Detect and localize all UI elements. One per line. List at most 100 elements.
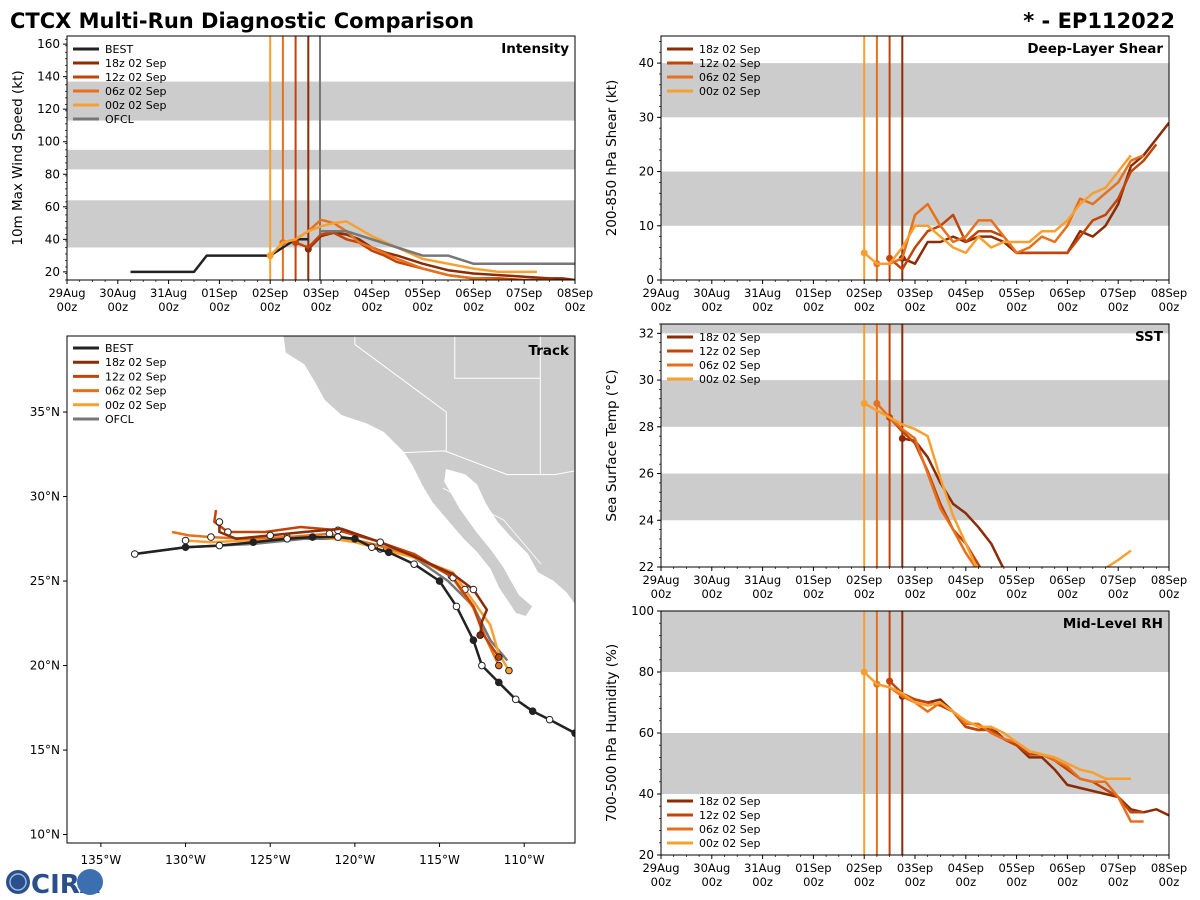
shear-init-point (860, 249, 868, 257)
sst-xtick-hour: 00z (651, 587, 672, 601)
sst-series-r00 (863, 402, 1132, 567)
rh-xtick-date: 03Sep (897, 861, 933, 875)
country-border (403, 450, 575, 476)
rh-legend-label: 06z 02 Sep (699, 823, 761, 836)
rh-legend-label: 18z 02 Sep (699, 795, 761, 808)
shear-xtick-date: 31Aug (744, 286, 781, 300)
track-point-r06 (207, 533, 215, 541)
rh-ytick-label: 20 (639, 848, 654, 862)
track-point-best (368, 543, 376, 552)
sst-ytick-label: 22 (639, 560, 654, 574)
intensity-ytick-label: 120 (37, 102, 60, 116)
shear-legend-label: 18z 02 Sep (699, 43, 761, 56)
track-point-r00 (181, 536, 190, 545)
intensity-xtick-date: 02Sep (252, 286, 288, 300)
track-point-r06 (495, 661, 503, 670)
sst-xtick-hour: 00z (854, 587, 875, 601)
track-legend-label: OFCL (105, 413, 135, 426)
shear-legend-label: 00z 02 Sep (699, 85, 761, 98)
shear-xtick-hour: 00z (1006, 300, 1027, 314)
sst-xtick-hour: 00z (1006, 587, 1027, 601)
csu-emblem-icon (77, 869, 103, 895)
track-lat-label: 15°N (30, 743, 60, 757)
sst-xtick-date: 08Sep (1151, 573, 1187, 587)
rh-ytick-label: 40 (639, 787, 654, 801)
shear-xtick-hour: 00z (752, 300, 773, 314)
rh-title: Mid-Level RH (1063, 616, 1163, 632)
track-lon-label: 125°W (250, 853, 291, 867)
sst-xtick-date: 03Sep (897, 573, 933, 587)
rh-band (661, 733, 1169, 794)
intensity-xtick-hour: 00z (57, 300, 78, 314)
intensity-plot-area (67, 36, 575, 280)
sst-band (661, 380, 1169, 427)
sst-ytick-label: 24 (639, 513, 654, 527)
sst-xtick-date: 29Aug (642, 573, 679, 587)
rh-xtick-hour: 00z (1108, 875, 1129, 889)
sst-band (661, 473, 1169, 521)
intensity-xtick-date: 03Sep (303, 286, 339, 300)
rh-xtick-hour: 00z (701, 875, 722, 889)
shear-panel: 01020304029Aug00z30Aug00z31Aug00z01Sep00… (604, 35, 1187, 314)
rh-xtick-date: 31Aug (744, 861, 781, 875)
intensity-ylabel: 10m Max Wind Speed (kt) (10, 70, 26, 245)
track-lat-label: 35°N (30, 405, 60, 419)
shear-ytick-label: 30 (639, 110, 654, 124)
intensity-series-ofcl (321, 229, 575, 265)
intensity-ytick-label: 40 (45, 232, 60, 246)
shear-xtick-hour: 00z (651, 300, 672, 314)
shear-ytick-label: 40 (639, 56, 654, 70)
intensity-band (67, 149, 575, 170)
sst-xtick-date: 30Aug (693, 573, 730, 587)
rh-series-r06 (876, 682, 1144, 823)
rh-xtick-hour: 00z (905, 875, 926, 889)
shear-title: Deep-Layer Shear (1027, 41, 1163, 57)
shear-series-r00 (863, 154, 1132, 265)
sst-xtick-hour: 00z (955, 587, 976, 601)
track-title: Track (529, 343, 570, 359)
sst-xtick-hour: 00z (1108, 587, 1129, 601)
sst-xtick-hour: 00z (803, 587, 824, 601)
shear-xtick-date: 08Sep (1151, 286, 1187, 300)
intensity-panel: 2040608010012014016029Aug00z30Aug00z31Au… (10, 35, 593, 314)
intensity-title: Intensity (501, 41, 569, 57)
sst-xtick-date: 31Aug (744, 573, 781, 587)
sst-xtick-hour: 00z (1159, 587, 1180, 601)
intensity-series-r18 (307, 231, 575, 280)
track-point-r12 (495, 653, 503, 661)
state-border (454, 336, 541, 379)
intensity-ytick-label: 60 (45, 200, 60, 214)
sst-title: SST (1135, 329, 1164, 345)
track-lon-label: 120°W (334, 853, 375, 867)
shear-xtick-date: 07Sep (1100, 286, 1136, 300)
sst-init-point (873, 399, 881, 407)
rh-ylabel: 700-500 hPa Humidity (%) (604, 644, 620, 822)
rh-ytick-label: 100 (631, 604, 654, 618)
intensity-legend-label: OFCL (105, 113, 135, 126)
rh-xtick-date: 30Aug (693, 861, 730, 875)
track-point-best (478, 661, 486, 670)
shear-series-r06 (876, 154, 1145, 265)
rh-xtick-date: 02Sep (846, 861, 882, 875)
intensity-ytick-label: 20 (45, 265, 60, 279)
rh-xtick-hour: 00z (1057, 875, 1078, 889)
shear-ylabel: 200-850 hPa Shear (kt) (604, 80, 620, 237)
track-point-r18 (215, 518, 224, 526)
track-lat-label: 20°N (30, 659, 60, 673)
intensity-ytick-label: 140 (37, 70, 60, 84)
intensity-band (67, 200, 575, 248)
sst-ytick-label: 26 (639, 467, 654, 481)
intensity-xtick-hour: 00z (311, 300, 332, 314)
intensity-xtick-hour: 00z (209, 300, 230, 314)
shear-xtick-date: 02Sep (846, 286, 882, 300)
sst-legend-label: 18z 02 Sep (699, 331, 761, 344)
rh-init-point (886, 677, 894, 685)
intensity-ytick-label: 160 (37, 37, 60, 51)
sst-ytick-label: 30 (639, 373, 654, 387)
intensity-xtick-hour: 00z (565, 300, 586, 314)
rh-xtick-date: 07Sep (1100, 861, 1136, 875)
track-panel: 135°W 130°W 125°W 120°W 115°W 110°W 10°N 15°N 20… (30, 335, 576, 867)
sst-init-point (860, 399, 868, 407)
track-point-best (435, 577, 444, 585)
